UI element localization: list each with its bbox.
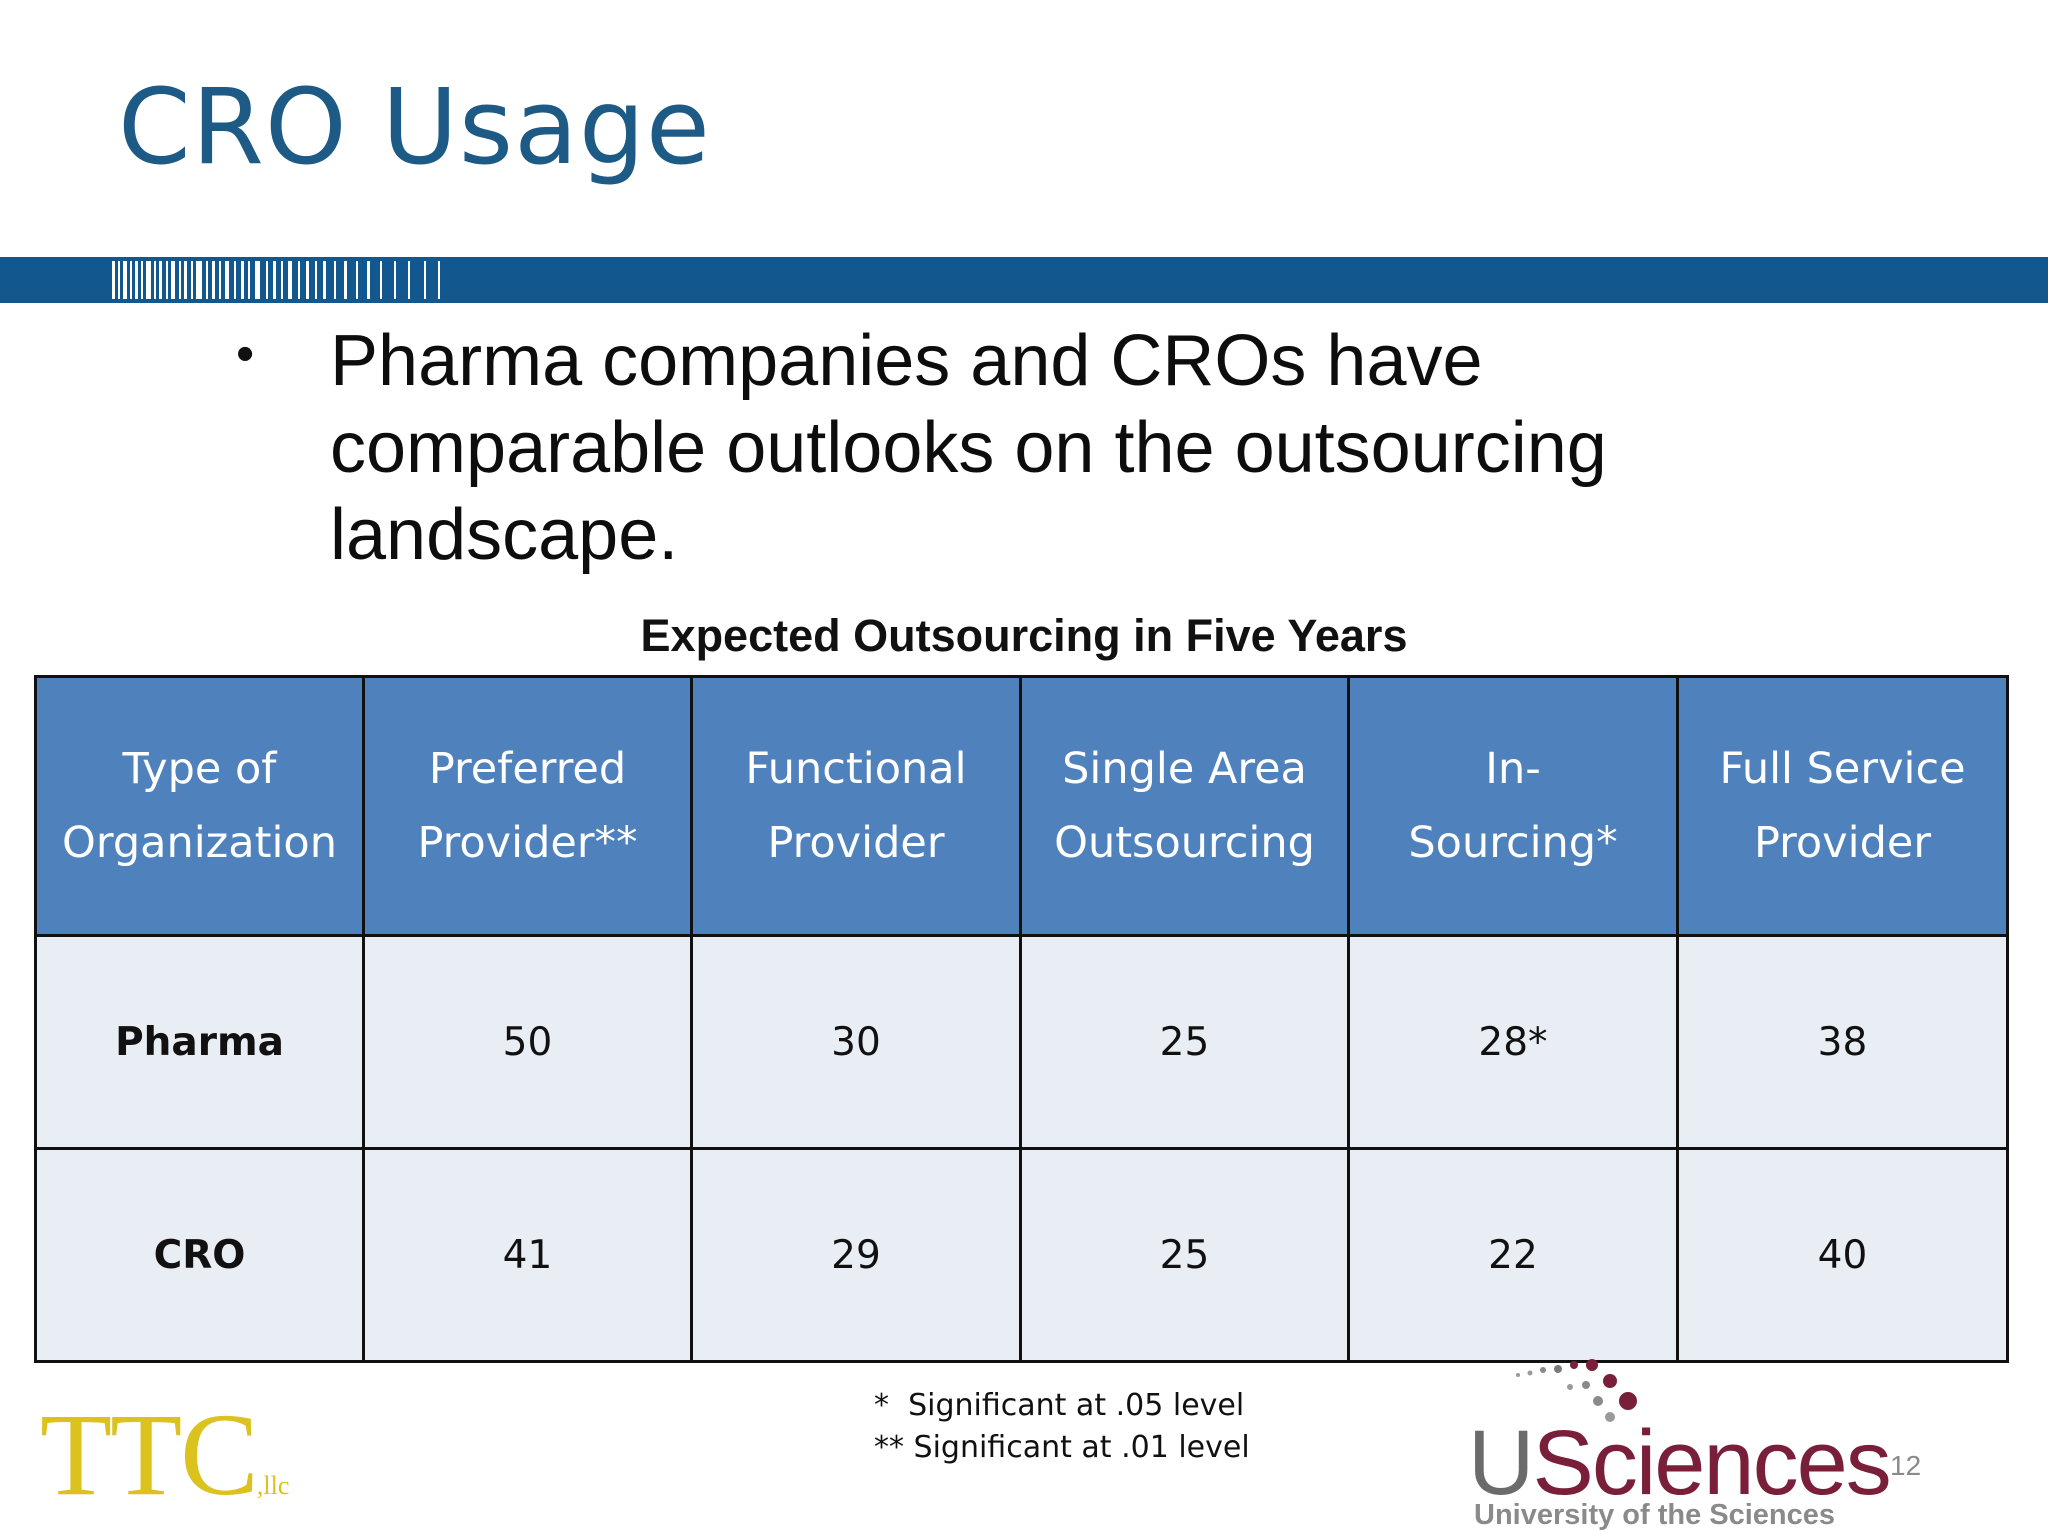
table-cell: 25 bbox=[1019, 1147, 1350, 1363]
header-single-area-outsourcing: Single Area Outsourcing bbox=[1019, 675, 1350, 937]
header-type-of-organization: Type of Organization bbox=[34, 675, 365, 937]
footnote-01: ** Significant at .01 level bbox=[874, 1430, 1250, 1465]
barcode-decoration bbox=[108, 257, 444, 303]
footnote-05: * Significant at .05 level bbox=[874, 1388, 1245, 1423]
outsourcing-table: Type of Organization Preferred Provider** … bbox=[34, 675, 2009, 1363]
table-cell: 38 bbox=[1676, 934, 2009, 1150]
bullet-text: Pharma companies and CROs have comparabl… bbox=[330, 321, 1607, 575]
table-cell: 30 bbox=[690, 934, 1022, 1150]
header-preferred-provider: Preferred Provider** bbox=[362, 675, 693, 937]
slide-title: CRO Usage bbox=[118, 66, 711, 188]
ttc-logo: TTC,llc bbox=[40, 1396, 290, 1514]
table-cell: 50 bbox=[362, 934, 693, 1150]
usciences-subtitle: University of the Sciences bbox=[1474, 1499, 1836, 1531]
row-label-cro: CRO bbox=[34, 1147, 365, 1363]
usciences-logo: USciences University of the Sciences bbox=[1468, 1355, 1892, 1536]
table-cell: 28* bbox=[1347, 934, 1679, 1150]
table-caption: Expected Outsourcing in Five Years bbox=[640, 610, 1408, 661]
table-cell: 29 bbox=[690, 1147, 1022, 1363]
header-full-service-provider: Full Service Provider bbox=[1676, 675, 2009, 937]
table-cell: 25 bbox=[1019, 934, 1350, 1150]
page-number: 12 bbox=[1890, 1450, 1922, 1481]
table-header-row: Type of Organization Preferred Provider** … bbox=[34, 675, 2009, 937]
bullet-dot-icon: • bbox=[236, 325, 255, 383]
header-in-sourcing: In- Sourcing* bbox=[1347, 675, 1679, 937]
usciences-wordmark: USciences bbox=[1468, 1412, 1892, 1514]
usciences-dots-icon bbox=[1516, 1359, 1637, 1422]
row-label-pharma: Pharma bbox=[34, 934, 365, 1150]
ttc-logo-suffix: ,llc bbox=[256, 1471, 290, 1500]
table-cell: 40 bbox=[1676, 1147, 2009, 1363]
table-cell: 41 bbox=[362, 1147, 693, 1363]
table-row: CRO 41 29 25 22 40 bbox=[34, 1147, 2009, 1363]
table-row: Pharma 50 30 25 28* 38 bbox=[34, 934, 2009, 1150]
table-cell: 22 bbox=[1347, 1147, 1679, 1363]
footnotes: * Significant at .05 level ** Significan… bbox=[874, 1385, 1250, 1469]
ttc-logo-text: TTC bbox=[40, 1389, 259, 1520]
header-functional-provider: Functional Provider bbox=[690, 675, 1022, 937]
